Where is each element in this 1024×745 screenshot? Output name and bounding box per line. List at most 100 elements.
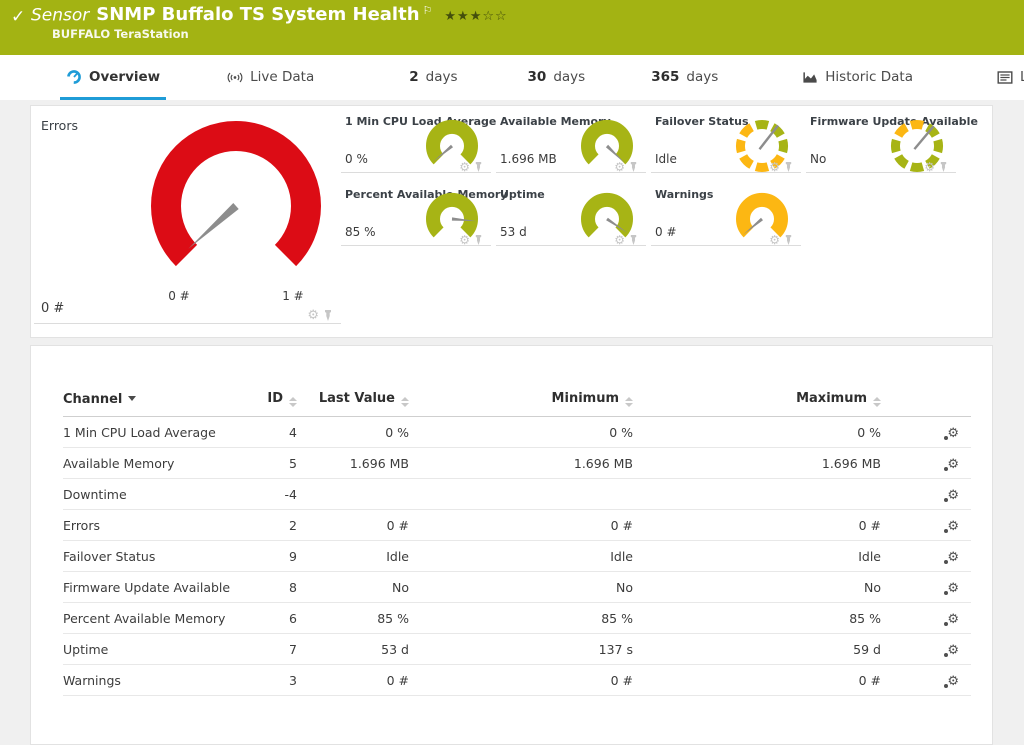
gear-icon[interactable]: ⚙ <box>769 160 780 174</box>
tab-365-days[interactable]: 365 days <box>651 69 719 85</box>
cell-minimum: No <box>409 571 633 603</box>
tab-label: Overview <box>89 69 161 85</box>
column-header-min[interactable]: Minimum <box>409 391 633 417</box>
gauge-value: 0 # <box>655 225 677 239</box>
historic-chart-icon <box>802 69 818 85</box>
flag-icon[interactable]: ⚐ <box>422 4 433 17</box>
errors-gauge <box>141 111 331 301</box>
cell-maximum: 1.696 MB <box>633 447 881 479</box>
tab-log[interactable]: Log <box>991 57 1024 100</box>
channel-settings-icon[interactable]: ⚙ <box>944 549 959 565</box>
cell-channel[interactable]: Downtime <box>63 478 263 510</box>
table-row-downtime: Downtime -4 ⚙ <box>63 478 971 510</box>
cell-last-value: 0 # <box>297 664 409 696</box>
column-header-last[interactable]: Last Value <box>297 391 409 417</box>
pin-icon[interactable] <box>474 161 483 173</box>
gauge-tile-failover-status[interactable]: Failover Status Idle ⚙ <box>651 111 801 173</box>
channels-panel: Channel ID Last Value Minimum Maximum 1 Min … <box>30 345 993 745</box>
cell-last-value: 0 # <box>297 509 409 541</box>
cell-channel[interactable]: Uptime <box>63 633 263 665</box>
tab-2-days[interactable]: 2 days <box>409 69 458 85</box>
column-header-channel[interactable]: Channel <box>63 391 263 417</box>
pin-icon[interactable] <box>629 234 638 246</box>
object-kind-label: Sensor <box>31 5 90 26</box>
tab-overview[interactable]: Overview <box>60 57 167 100</box>
pin-icon[interactable] <box>474 234 483 246</box>
failover-status-gauge <box>735 119 789 173</box>
gear-icon[interactable]: ⚙ <box>459 160 470 174</box>
tab-label: Historic Data <box>825 69 914 85</box>
cell-id: 3 <box>263 664 297 696</box>
cell-channel[interactable]: Firmware Update Available <box>63 571 263 603</box>
small-gauge-grid: 1 Min CPU Load Average 0 % ⚙ Available Memo… <box>341 111 978 257</box>
cell-id: 8 <box>263 571 297 603</box>
pin-icon[interactable] <box>939 161 948 173</box>
cell-channel[interactable]: Available Memory <box>63 447 263 479</box>
cell-last-value: 53 d <box>297 633 409 665</box>
pin-icon[interactable] <box>784 161 793 173</box>
cell-maximum: Idle <box>633 540 881 572</box>
tab-label: days <box>425 69 458 85</box>
log-icon <box>997 69 1013 85</box>
channel-settings-icon[interactable]: ⚙ <box>944 518 959 534</box>
channel-settings-icon[interactable]: ⚙ <box>944 580 959 596</box>
gauge-tile-warnings[interactable]: Warnings 0 # ⚙ <box>651 184 801 246</box>
cell-minimum: 137 s <box>409 633 633 665</box>
channel-settings-icon[interactable]: ⚙ <box>944 642 959 658</box>
cell-channel[interactable]: Failover Status <box>63 540 263 572</box>
channel-settings-icon[interactable]: ⚙ <box>944 456 959 472</box>
cell-minimum: 0 # <box>409 664 633 696</box>
table-row-percent-available-memory: Percent Available Memory 6 85 % 85 % 85 % ⚙ <box>63 602 971 634</box>
device-breadcrumb[interactable]: BUFFALO TeraStation <box>52 27 189 41</box>
tab-30-days[interactable]: 30 days <box>527 69 586 85</box>
pin-icon[interactable] <box>629 161 638 173</box>
column-header-id[interactable]: ID <box>263 391 297 417</box>
cell-minimum: 0 % <box>409 416 633 448</box>
gauge-tile-firmware-update-available[interactable]: Firmware Update Available No ⚙ <box>806 111 978 174</box>
channel-settings-icon[interactable]: ⚙ <box>944 487 959 503</box>
gear-icon[interactable]: ⚙ <box>459 233 470 247</box>
cell-maximum <box>633 478 881 510</box>
pin-icon[interactable] <box>784 234 793 246</box>
column-label: Last Value <box>318 391 395 406</box>
gauge-tile-available-memory[interactable]: Available Memory 1.696 MB ⚙ <box>496 111 646 173</box>
cell-id: 6 <box>263 602 297 634</box>
tab-historic-data[interactable]: Historic Data <box>796 57 919 100</box>
cell-channel[interactable]: 1 Min CPU Load Average <box>63 416 263 448</box>
available-memory-gauge <box>580 119 634 173</box>
column-label: Channel <box>63 391 123 407</box>
channel-settings-icon[interactable]: ⚙ <box>944 611 959 627</box>
sort-icon <box>625 397 633 407</box>
gauge-value: Idle <box>655 152 677 166</box>
cell-minimum <box>409 478 633 510</box>
gear-icon[interactable]: ⚙ <box>307 308 319 323</box>
gear-icon[interactable]: ⚙ <box>769 233 780 247</box>
gear-icon[interactable]: ⚙ <box>614 160 625 174</box>
gauge-value: No <box>810 152 827 166</box>
gear-icon[interactable]: ⚙ <box>614 233 625 247</box>
gauge-tile-errors[interactable]: Errors 0 # 1 # 0 # ⚙ <box>31 106 341 324</box>
sensor-header: ✓ Sensor SNMP Buffalo TS System Health ⚐ ★★… <box>0 0 1024 55</box>
sort-icon <box>289 397 297 407</box>
cell-channel[interactable]: Errors <box>63 509 263 541</box>
cell-channel[interactable]: Percent Available Memory <box>63 602 263 634</box>
column-header-max[interactable]: Maximum <box>633 391 881 417</box>
table-row-warnings: Warnings 3 0 #0 #0 # ⚙ <box>63 664 971 696</box>
tab-live-data[interactable]: Live Data <box>221 57 320 100</box>
cell-id: 9 <box>263 540 297 572</box>
cell-channel[interactable]: Warnings <box>63 664 263 696</box>
gauge-tile-uptime[interactable]: Uptime 53 d ⚙ <box>496 184 646 246</box>
table-row-1-min-cpu-load-average: 1 Min CPU Load Average 4 0 % 0 % 0 % ⚙ <box>63 416 971 448</box>
gear-icon[interactable]: ⚙ <box>924 160 935 174</box>
table-row-firmware-update-available: Firmware Update Available 8 No No No ⚙ <box>63 571 971 603</box>
live-data-icon <box>227 69 243 85</box>
gauge-max-label: 1 # <box>282 289 304 303</box>
1-min-cpu-load-average-gauge <box>425 119 479 173</box>
priority-stars[interactable]: ★★★☆☆ <box>444 9 508 25</box>
gauge-tile-1-min-cpu-load-average[interactable]: 1 Min CPU Load Average 0 % ⚙ <box>341 111 496 174</box>
pin-icon[interactable] <box>323 309 333 322</box>
channel-settings-icon[interactable]: ⚙ <box>944 425 959 441</box>
channel-settings-icon[interactable]: ⚙ <box>944 673 959 689</box>
gauge-tile-percent-available-memory[interactable]: Percent Available Memory 85 % ⚙ <box>341 184 507 247</box>
cell-maximum: 0 % <box>633 416 881 448</box>
